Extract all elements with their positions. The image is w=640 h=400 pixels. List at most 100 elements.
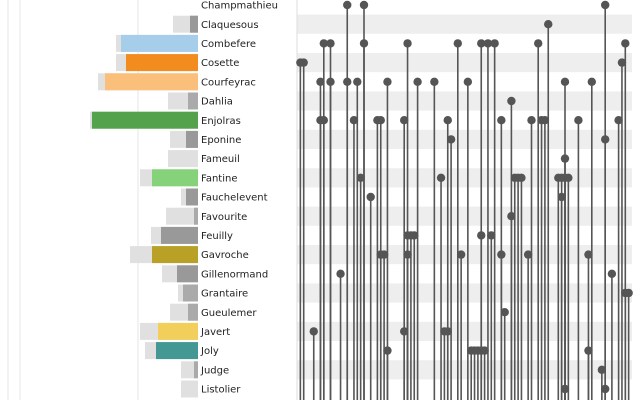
bar-courfeyrac [105, 73, 198, 91]
bar-fauchelevent [186, 188, 198, 206]
row-label-claquesous: Claquesous [201, 20, 259, 31]
link-dot [453, 39, 462, 48]
link-dot [410, 231, 419, 240]
link-dot [601, 384, 610, 394]
link-dot [500, 308, 509, 317]
bar-gueulemer [188, 303, 198, 321]
link-dot [343, 0, 352, 10]
link-dot [413, 77, 422, 87]
link-dot [587, 77, 596, 87]
link-dot [507, 96, 516, 106]
link-dot [487, 231, 496, 240]
link-dot [446, 135, 456, 144]
link-dot [497, 116, 506, 125]
row-label-combefere: Combefere [201, 39, 256, 50]
link-dot [349, 116, 359, 125]
bar-cosette [126, 54, 198, 72]
link-dot [584, 250, 593, 259]
bar-judge [194, 361, 198, 379]
link-dot [601, 0, 610, 10]
link-dot [497, 250, 506, 259]
row-label-fantine: Fantine [201, 173, 238, 184]
link-dot [400, 116, 409, 125]
link-dot [527, 116, 536, 125]
link-dot [436, 173, 446, 182]
link-dot [326, 77, 335, 87]
link-dot [507, 212, 516, 221]
link-dot [400, 327, 409, 336]
link-dot [523, 250, 533, 259]
bar-background [181, 361, 198, 379]
bar-combefere [121, 34, 198, 52]
link-dot [483, 39, 493, 48]
link-dot [403, 250, 412, 259]
link-dot [601, 135, 610, 144]
link-dot [319, 116, 328, 125]
link-dot [477, 39, 486, 48]
bar-fantine [152, 169, 198, 187]
link-dot [299, 58, 308, 67]
bar-javert [158, 322, 198, 340]
bar-claquesous [190, 15, 198, 33]
link-dot [490, 39, 499, 48]
link-dot [326, 39, 335, 48]
link-dot [343, 77, 352, 87]
link-dot [456, 250, 466, 259]
row-label-fauchelevent: Fauchelevent [201, 193, 268, 204]
link-dot [517, 173, 526, 182]
row-label-grantaire: Grantaire [201, 289, 248, 300]
link-dot [379, 250, 389, 259]
link-dot [403, 39, 412, 48]
link-dot [336, 269, 345, 278]
row-label-gueulemer: Gueulemer [201, 308, 257, 319]
link-dot [480, 346, 489, 355]
bar-grantaire [183, 284, 198, 302]
link-dot [544, 20, 553, 29]
bar-gavroche [152, 246, 198, 264]
link-dot [376, 116, 385, 125]
bar-gillenormand [177, 265, 198, 283]
link-dot [366, 192, 375, 202]
link-dot [597, 365, 607, 374]
link-dot [624, 288, 633, 298]
link-dot [560, 154, 570, 163]
bar-feuilly [161, 226, 198, 244]
bar-enjolras [92, 111, 198, 129]
link-dot [359, 39, 369, 48]
link-dot [463, 77, 473, 87]
link-dot [356, 173, 365, 182]
row-label-feuilly: Feuilly [201, 231, 233, 242]
row-label-cosette: Cosette [201, 58, 239, 69]
row-label-listolier: Listolier [201, 385, 241, 396]
link-dot [614, 116, 623, 125]
link-dot [540, 116, 550, 125]
link-dot [443, 116, 452, 125]
link-dot [383, 77, 392, 87]
bar-dahlia [188, 92, 198, 110]
row-label-champmathieu: Champmathieu [201, 1, 278, 12]
link-dot [534, 39, 543, 48]
link-dot [316, 77, 325, 87]
row-label-dahlia: Dahlia [201, 97, 233, 108]
link-dot [560, 77, 570, 87]
link-dot [557, 192, 566, 202]
row-label-fameuil: Fameuil [201, 154, 240, 165]
link-dot [353, 77, 362, 87]
row-label-favourite: Favourite [201, 212, 247, 223]
row-label-judge: Judge [200, 365, 229, 376]
link-dot [574, 116, 583, 125]
bar-background [181, 380, 198, 398]
row-label-courfeyrac: Courfeyrac [201, 77, 256, 88]
link-dot [621, 39, 630, 48]
link-dot [359, 0, 369, 10]
link-dot [443, 327, 452, 336]
bar-background [168, 150, 198, 168]
link-dot [607, 269, 617, 278]
row-label-gavroche: Gavroche [201, 250, 249, 261]
bar-background [166, 207, 198, 225]
row-label-javert: Javert [200, 327, 230, 338]
row-label-enjolras: Enjolras [201, 116, 241, 127]
link-dot [617, 58, 627, 67]
link-dot [560, 384, 570, 394]
